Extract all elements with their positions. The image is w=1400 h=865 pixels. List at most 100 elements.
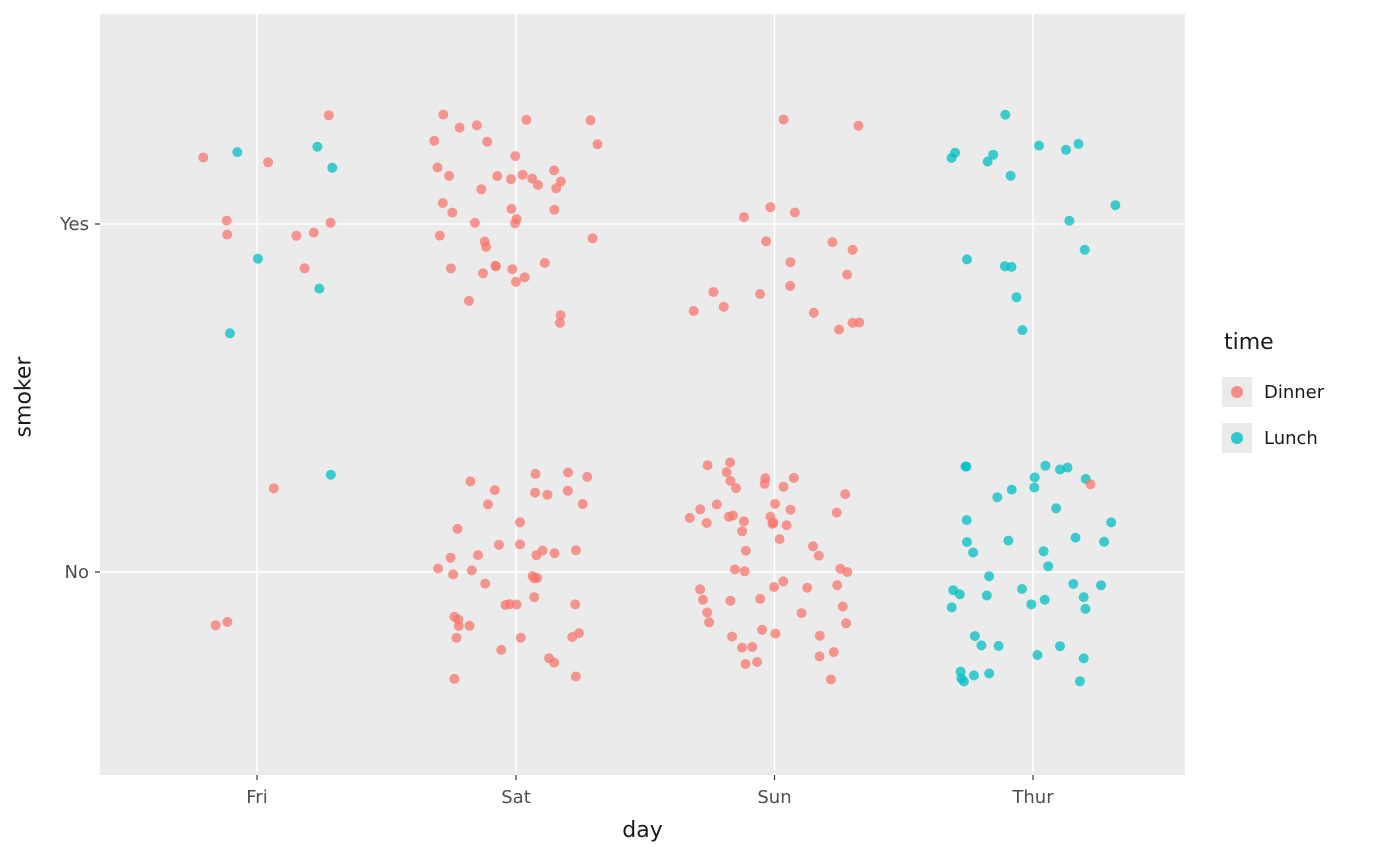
data-point-dinner: [854, 317, 865, 328]
data-point-dinner: [537, 545, 548, 556]
data-point-dinner: [451, 632, 462, 643]
data-point-dinner: [785, 280, 796, 291]
data-point-dinner: [570, 671, 581, 682]
legend-entries: Dinner Lunch: [1222, 377, 1324, 453]
data-point-dinner: [840, 489, 851, 500]
data-point-dinner: [587, 233, 598, 244]
data-point-lunch: [962, 254, 972, 265]
data-point-lunch: [1011, 292, 1022, 303]
data-point-dinner: [853, 120, 864, 131]
data-point-dinner: [532, 573, 543, 583]
data-point-lunch: [224, 328, 235, 339]
data-point-dinner: [515, 632, 526, 643]
data-point-dinner: [778, 114, 789, 125]
data-point-dinner: [222, 616, 233, 627]
data-point-dinner: [702, 607, 713, 618]
data-point-dinner: [725, 457, 736, 468]
data-point-lunch: [1073, 138, 1084, 149]
data-point-lunch: [1038, 546, 1049, 557]
data-point-dinner: [567, 632, 578, 642]
data-point-dinner: [549, 657, 560, 668]
data-point-dinner: [828, 647, 839, 658]
data-point-dinner: [530, 487, 541, 498]
data-point-lunch: [1034, 140, 1044, 151]
data-point-lunch: [1110, 200, 1121, 211]
data-point-lunch: [960, 461, 971, 472]
data-point-lunch: [1070, 532, 1081, 543]
data-point-dinner: [483, 499, 493, 510]
data-point-dinner: [433, 563, 444, 574]
data-point-dinner: [489, 485, 500, 496]
data-point-dinner: [454, 122, 465, 133]
data-point-lunch: [1074, 676, 1085, 687]
data-point-dinner: [725, 475, 736, 486]
data-point-dinner: [448, 569, 459, 580]
legend-dot-lunch: [1231, 432, 1243, 444]
data-point-dinner: [500, 600, 511, 610]
data-point-dinner: [555, 176, 566, 187]
data-point-lunch: [946, 602, 957, 613]
data-point-lunch: [1032, 650, 1043, 660]
data-point-lunch: [1017, 584, 1027, 594]
data-point-dinner: [737, 526, 748, 537]
data-point-dinner: [268, 483, 279, 494]
data-point-dinner: [521, 114, 532, 125]
data-point-dinner: [478, 268, 488, 279]
data-point-dinner: [222, 229, 233, 240]
y-tick-label: No: [65, 562, 89, 583]
data-point-lunch: [999, 261, 1010, 272]
data-point-lunch: [1006, 484, 1017, 495]
data-point-dinner: [740, 659, 751, 669]
data-point-dinner: [813, 550, 824, 561]
data-point-dinner: [210, 620, 221, 631]
data-point-dinner: [445, 552, 456, 563]
data-point-dinner: [789, 207, 800, 218]
data-point-dinner: [761, 236, 772, 247]
data-point-dinner: [510, 218, 521, 229]
data-point-dinner: [453, 614, 464, 625]
legend-entry-lunch: Lunch: [1222, 423, 1324, 453]
data-point-dinner: [684, 512, 695, 523]
data-point-dinner: [827, 237, 838, 248]
legend-title: time: [1224, 330, 1274, 355]
data-point-dinner: [447, 207, 458, 218]
data-point-dinner: [757, 624, 768, 635]
legend-key: [1222, 377, 1252, 407]
data-point-dinner: [492, 171, 503, 182]
data-point-dinner: [515, 539, 526, 550]
data-point-lunch: [1026, 599, 1037, 610]
data-point-dinner: [480, 578, 491, 589]
data-point-dinner: [825, 674, 836, 685]
data-point-lunch: [1040, 460, 1051, 471]
data-point-lunch: [956, 673, 967, 684]
data-point-dinner: [585, 115, 596, 126]
data-point-dinner: [549, 548, 560, 559]
data-point-dinner: [323, 110, 334, 121]
data-point-dinner: [740, 545, 751, 556]
data-point-dinner: [494, 539, 504, 550]
data-point-lunch: [1064, 215, 1075, 226]
data-point-lunch: [982, 156, 993, 167]
data-point-dinner: [831, 507, 842, 518]
data-point-lunch: [969, 631, 980, 642]
x-axis-title: day: [622, 818, 663, 843]
data-point-lunch: [1062, 462, 1073, 473]
data-point-lunch: [984, 571, 995, 582]
data-point-dinner: [832, 580, 843, 591]
data-point-dinner: [695, 504, 706, 515]
data-point-dinner: [473, 550, 483, 561]
legend-key: [1222, 423, 1252, 453]
data-point-dinner: [728, 510, 738, 521]
data-point-dinner: [527, 173, 538, 184]
data-point-lunch: [988, 149, 999, 160]
data-point-dinner: [555, 310, 566, 321]
data-point-lunch: [1043, 561, 1054, 572]
data-point-lunch: [1055, 641, 1065, 652]
data-point-lunch: [962, 537, 972, 547]
data-point-lunch: [992, 492, 1003, 503]
y-axis-title: smoker: [11, 356, 37, 438]
data-point-lunch: [1055, 464, 1065, 475]
data-point-lunch: [1029, 482, 1040, 493]
data-point-dinner: [291, 230, 302, 241]
